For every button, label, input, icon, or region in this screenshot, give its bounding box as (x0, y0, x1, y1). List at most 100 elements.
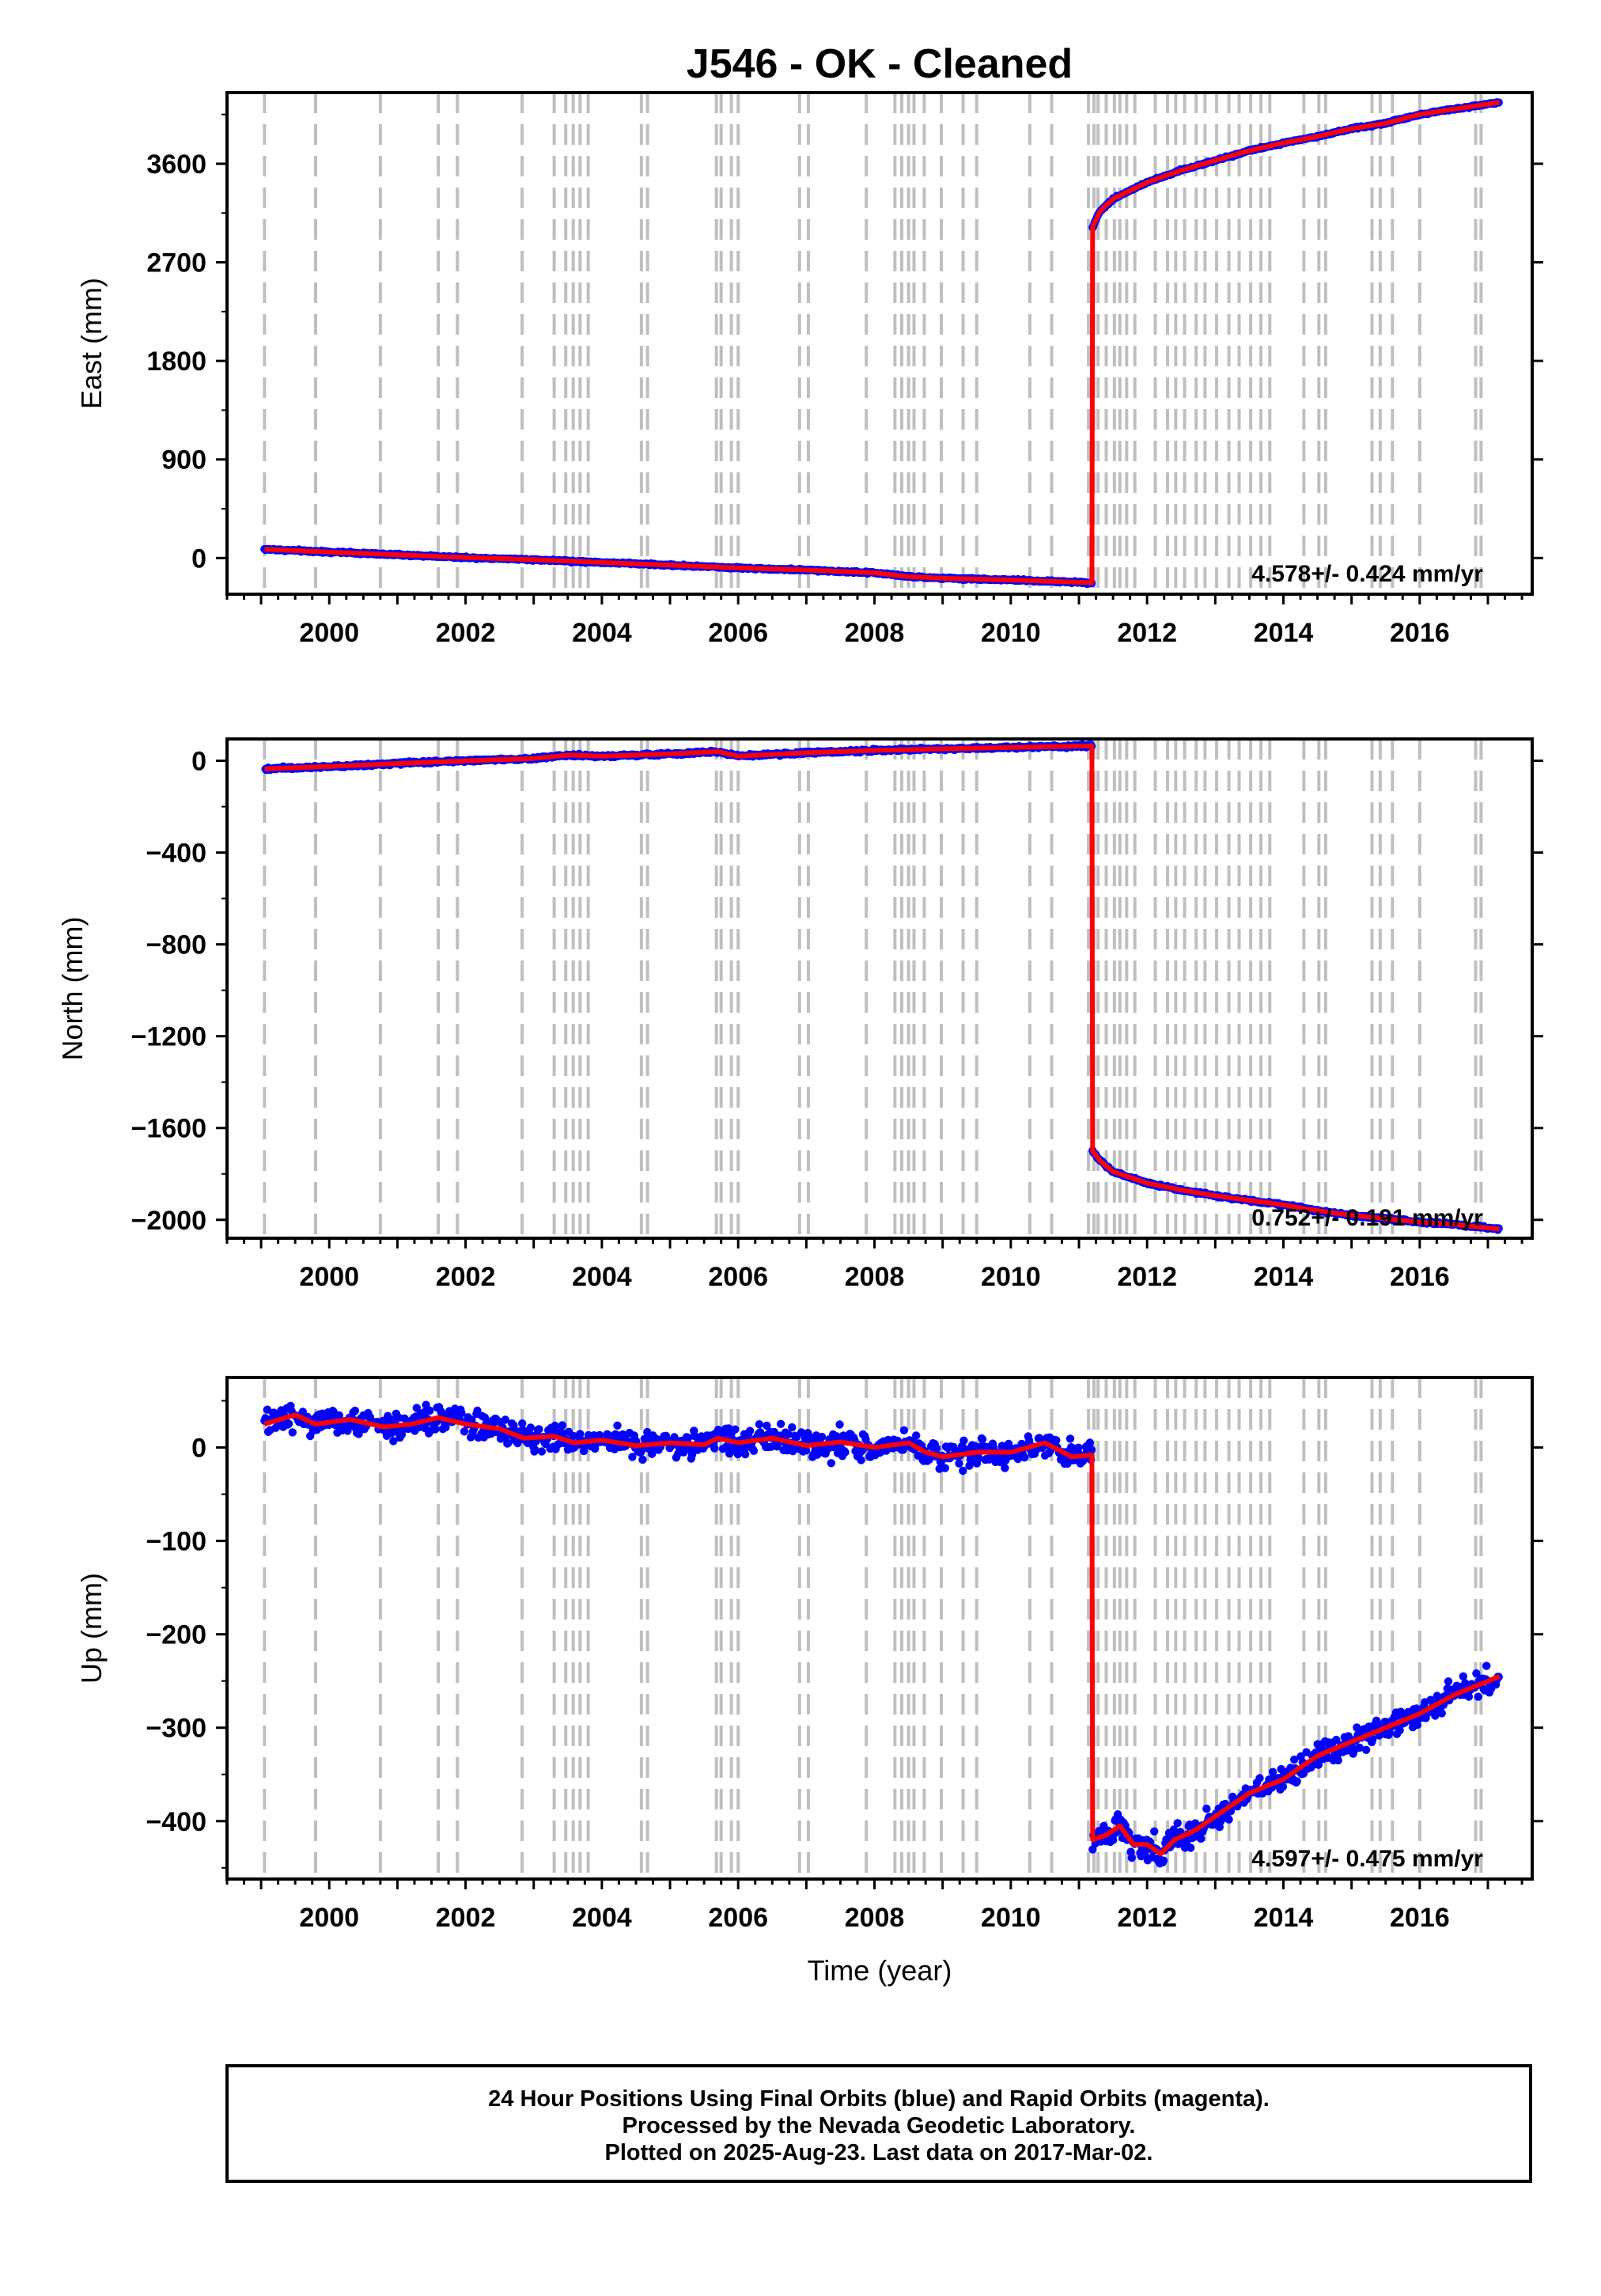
x-tick-label: 2006 (708, 1903, 768, 1933)
y-axis: 0 900 1800 2700 3600 (146, 113, 1543, 574)
data-point (1074, 1443, 1083, 1453)
data-point (1472, 1669, 1481, 1678)
data-point (389, 1437, 398, 1445)
y-tick-label: −1200 (131, 1022, 207, 1052)
x-tick-label: 2012 (1117, 1903, 1177, 1933)
y-axis: 0 −400 −800 −1200 −1600 −2000 (131, 747, 1543, 1236)
x-tick-label: 2014 (1254, 1262, 1314, 1292)
data-point (741, 1450, 750, 1459)
data-point (288, 1428, 297, 1437)
y-axis-label: East (mm) (75, 278, 108, 409)
x-tick-label: 2016 (1390, 618, 1450, 648)
x-tick-label: 2006 (708, 1262, 768, 1292)
y-tick-label: −200 (146, 1620, 206, 1650)
caption-box: 24 Hour Positions Using Final Orbits (bl… (225, 2064, 1532, 2183)
data-points (260, 98, 1503, 589)
data-point (1444, 1677, 1453, 1686)
x-tick-label: 2002 (436, 618, 496, 648)
y-tick-label: 1800 (146, 347, 206, 377)
x-tick-label: 2012 (1117, 618, 1177, 648)
data-point (1395, 1726, 1404, 1735)
x-tick-label: 2000 (299, 1903, 359, 1933)
data-point (1464, 1692, 1474, 1701)
x-tick-label: 2008 (845, 1903, 905, 1933)
data-point (1190, 1819, 1200, 1828)
x-tick-label: 2014 (1254, 1903, 1314, 1933)
y-axis-label: Up (mm) (75, 1573, 108, 1684)
y-tick-label: −1600 (131, 1114, 207, 1144)
x-tick-label: 2006 (708, 618, 768, 648)
data-point (1150, 1827, 1159, 1836)
event-lines (263, 93, 1483, 594)
data-point (959, 1466, 967, 1476)
y-tick-label: −400 (146, 1807, 206, 1837)
panels: 2000 2002 2004 2006 2008 2010 2012 2014 2016 0 900… (56, 91, 1543, 1933)
x-tick-label: 2008 (845, 618, 905, 648)
model-line-path (263, 1412, 1501, 1857)
x-axis-label: Time (year) (808, 1954, 952, 1987)
x-tick-label: 2002 (436, 1262, 496, 1292)
data-point (284, 1419, 293, 1428)
data-point (1334, 1756, 1342, 1765)
data-point (431, 1425, 440, 1434)
data-point (1024, 1436, 1034, 1445)
data-point (955, 1459, 963, 1468)
data-point (1173, 1819, 1182, 1828)
x-tick-label: 2002 (436, 1903, 496, 1933)
data-point (1355, 1743, 1364, 1752)
data-point (526, 1423, 535, 1432)
event-lines (263, 739, 1483, 1238)
data-point (537, 1447, 547, 1456)
model-line-path (264, 100, 1501, 585)
panel-up: 2000 2002 2004 2006 2008 2010 2012 2014 2016 0 −10… (75, 1376, 1543, 1933)
data-point (801, 1446, 811, 1455)
x-tick-label: 2012 (1117, 1262, 1177, 1292)
data-point (1474, 1692, 1482, 1701)
y-tick-label: 900 (161, 445, 206, 475)
x-tick-label: 2008 (845, 1262, 905, 1292)
y-tick-label: −100 (146, 1527, 206, 1557)
data-point (354, 1430, 363, 1438)
x-tick-label: 2016 (1390, 1903, 1450, 1933)
x-tick-label: 2004 (572, 618, 632, 648)
data-point (827, 1459, 836, 1468)
data-point (745, 1426, 755, 1435)
plot-frame (225, 737, 1534, 1240)
model-line (263, 1412, 1501, 1857)
data-point (426, 1406, 434, 1415)
data-point (941, 1464, 950, 1472)
model-line-path (264, 743, 1500, 1232)
x-axis: 2000 2002 2004 2006 2008 2010 2012 2014 2016 (225, 1238, 1523, 1292)
model-line (264, 100, 1501, 585)
data-points (260, 1400, 1503, 1868)
x-axis: 2000 2002 2004 2006 2008 2010 2012 2014 2016 (225, 1879, 1523, 1933)
y-tick-label: −400 (146, 839, 206, 869)
y-tick-label: −2000 (131, 1206, 207, 1236)
data-point (835, 1420, 844, 1429)
data-point (638, 1455, 647, 1464)
data-point (776, 1419, 785, 1429)
panel-east: 2000 2002 2004 2006 2008 2010 2012 2014 2016 0 900… (75, 91, 1543, 648)
data-point (1459, 1672, 1468, 1680)
x-tick-label: 2010 (981, 618, 1041, 648)
data-point (1361, 1745, 1371, 1754)
data-point (350, 1406, 360, 1415)
data-point (1314, 1760, 1323, 1769)
rate-label: 4.578+/- 0.424 mm/yr (1251, 561, 1483, 587)
data-point (784, 1430, 793, 1439)
data-point (1187, 1843, 1195, 1852)
figure-title: J546 - OK - Cleaned (687, 41, 1073, 87)
data-point (518, 1419, 527, 1428)
x-tick-label: 2010 (981, 1262, 1041, 1292)
y-tick-label: 0 (191, 544, 206, 574)
x-tick-label: 2014 (1254, 618, 1314, 648)
data-point (1332, 1735, 1341, 1745)
data-point (558, 1421, 567, 1430)
data-point (912, 1431, 921, 1440)
data-point (1421, 1714, 1430, 1722)
data-point (679, 1448, 688, 1457)
data-point (1293, 1777, 1301, 1786)
data-point (1373, 1718, 1382, 1728)
data-point (460, 1427, 469, 1436)
data-point (335, 1411, 343, 1420)
